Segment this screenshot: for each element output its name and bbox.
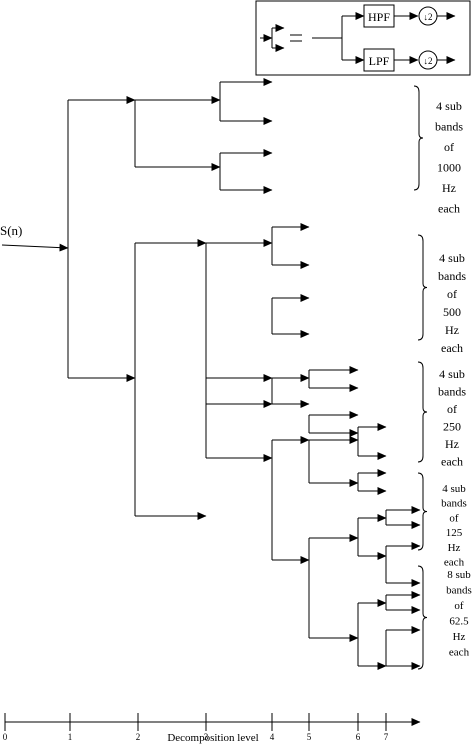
band-label-line: each: [441, 341, 463, 355]
band-brackets: [413, 85, 428, 670]
band-label-line: of: [444, 140, 454, 154]
band-label-line: 1000: [437, 161, 461, 175]
legend-frame: [255, 0, 471, 76]
band-group-label: 4 sub bands of 250 Hz each: [438, 367, 466, 469]
axis-tick-label: 3: [204, 732, 209, 742]
axis-tick-label: 5: [307, 732, 312, 742]
hpf-label: HPF: [368, 10, 390, 24]
band-label-line: 125: [446, 527, 463, 539]
axis-tick-label: 1: [68, 732, 73, 742]
band-label-line: each: [438, 202, 460, 216]
band-bracket: [417, 234, 428, 341]
band-bracket: [413, 85, 424, 191]
band-bracket: [417, 565, 428, 670]
hpf-downsample-label: ↓2: [424, 12, 433, 22]
band-group-label: 4 sub bands of 1000 Hz each: [435, 99, 463, 216]
axis-ticks: 0 1 2 3 4 5 6 7: [3, 713, 389, 742]
band-label-line: Hz: [453, 631, 466, 643]
axis-tick-label: 6: [356, 732, 361, 742]
axis-tick-label: 0: [3, 732, 8, 742]
band-label-line: 500: [443, 305, 461, 319]
legend-equals-sign: [290, 34, 302, 42]
band-label-line: of: [454, 600, 464, 612]
legend-box: HPF LPF ↓2 ↓2: [255, 0, 471, 76]
band-label-line: bands: [435, 120, 463, 134]
band-label-line: of: [447, 287, 457, 301]
legend-split-node-icon: [260, 24, 285, 52]
axis-tick-label: 7: [384, 732, 389, 742]
band-label-line: 250: [443, 420, 461, 434]
axis-tick-label: 2: [136, 732, 141, 742]
band-label-line: bands: [438, 385, 466, 399]
band-label-line: 4 sub: [436, 99, 462, 113]
band-label-line: each: [449, 647, 470, 659]
input-signal-label: S(n): [0, 223, 22, 238]
input-arrow: [1, 243, 69, 252]
band-label-line: 62.5: [449, 616, 469, 628]
band-label-line: bands: [441, 498, 467, 510]
lpf-label: LPF: [369, 54, 390, 68]
band-label-line: bands: [446, 585, 472, 597]
band-label-line: of: [447, 402, 457, 416]
band-label-line: of: [449, 512, 459, 524]
band-labels: 4 sub bands of 1000 Hz each 4 sub bands of 500 Hz e…: [435, 99, 472, 659]
axis-title: Decomposition level: [167, 732, 258, 744]
band-label-line: each: [441, 455, 463, 469]
band-label-line: Hz: [448, 542, 461, 554]
band-bracket: [417, 472, 428, 551]
band-label-line: each: [444, 557, 465, 569]
band-label-line: Hz: [445, 437, 459, 451]
band-bracket: [417, 361, 428, 463]
lpf-downsample-label: ↓2: [424, 56, 433, 66]
band-group-label: 4 sub bands of 125 Hz each: [441, 483, 467, 569]
band-label-line: Hz: [445, 323, 459, 337]
axis-tick-label: 4: [270, 732, 275, 742]
band-label-line: 4 sub: [439, 251, 465, 265]
band-label-line: 4 sub: [439, 367, 465, 381]
band-group-label: 8 sub bands of 62.5 Hz each: [446, 569, 472, 659]
decomposition-tree: [67, 78, 421, 670]
band-label-line: Hz: [442, 181, 456, 195]
band-label-line: 4 sub: [442, 483, 466, 495]
band-label-line: bands: [438, 269, 466, 283]
band-group-label: 4 sub bands of 500 Hz each: [438, 251, 466, 355]
band-label-line: 8 sub: [447, 569, 471, 581]
